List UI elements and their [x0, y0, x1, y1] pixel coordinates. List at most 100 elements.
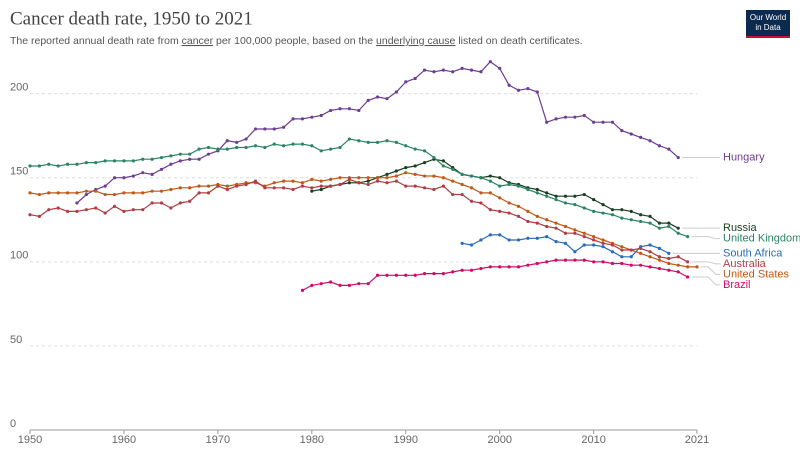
data-point: [310, 144, 314, 148]
y-tick-label: 200: [10, 82, 28, 94]
data-point: [667, 261, 671, 266]
y-tick-label: 50: [10, 334, 22, 346]
data-point: [601, 238, 605, 242]
data-point: [573, 258, 577, 262]
data-point: [676, 263, 680, 267]
data-point: [28, 213, 32, 217]
series-line: [30, 138, 688, 238]
legend-label: Australia: [723, 258, 767, 270]
data-point: [253, 144, 258, 148]
data-point: [592, 209, 596, 213]
data-point: [451, 70, 455, 74]
data-point: [601, 211, 605, 215]
data-point: [37, 214, 41, 219]
data-point: [582, 231, 586, 235]
data-point: [225, 147, 229, 151]
data-point: [667, 224, 671, 229]
data-point: [441, 271, 445, 276]
data-point: [112, 192, 117, 197]
subtitle-link[interactable]: underlying cause: [376, 35, 456, 47]
data-point: [188, 157, 192, 161]
data-point: [282, 186, 286, 190]
data-point: [122, 191, 126, 195]
logo[interactable]: Our World in Data: [746, 10, 790, 38]
data-point: [131, 174, 135, 178]
data-point: [206, 184, 211, 188]
data-point: [150, 189, 154, 193]
data-point: [610, 208, 615, 212]
data-point: [112, 159, 117, 163]
legend-label: Brazil: [723, 279, 751, 291]
data-point: [563, 231, 568, 235]
data-point: [516, 238, 521, 242]
data-point: [460, 66, 464, 71]
data-point: [141, 171, 145, 175]
data-point: [253, 179, 258, 183]
data-point: [686, 260, 690, 264]
data-point: [413, 76, 417, 81]
data-point: [75, 209, 79, 213]
data-point: [620, 255, 624, 259]
data-point: [347, 137, 352, 141]
data-point: [197, 184, 201, 188]
subtitle-link[interactable]: cancer: [182, 35, 214, 47]
data-point: [648, 221, 652, 225]
data-point: [545, 120, 549, 124]
data-point: [516, 184, 521, 188]
data-point: [131, 208, 135, 212]
data-point: [366, 182, 370, 187]
data-point: [206, 191, 211, 195]
data-point: [394, 273, 398, 277]
data-point: [498, 184, 502, 188]
data-point: [667, 268, 671, 272]
series-line: [461, 234, 670, 258]
data-point: [422, 68, 427, 72]
data-point: [169, 206, 173, 210]
data-point: [131, 159, 135, 163]
data-point: [451, 192, 455, 197]
data-point: [648, 250, 652, 254]
data-point: [582, 192, 586, 197]
data-point: [629, 255, 633, 259]
data-point: [657, 266, 662, 271]
data-point: [141, 191, 145, 195]
data-point: [37, 192, 41, 197]
data-point: [460, 268, 464, 272]
data-point: [554, 221, 558, 225]
data-point: [103, 184, 107, 188]
label-connector: [691, 261, 720, 265]
data-point: [582, 206, 586, 210]
data-point: [469, 186, 474, 190]
data-point: [488, 265, 492, 269]
data-point: [507, 238, 511, 242]
data-point: [394, 179, 398, 183]
data-point: [366, 140, 370, 145]
data-point: [441, 159, 445, 163]
data-point: [686, 234, 690, 239]
data-point: [469, 243, 474, 247]
label-connector: [691, 276, 720, 286]
data-point: [563, 194, 568, 198]
data-point: [422, 271, 427, 276]
data-point: [385, 176, 389, 180]
data-point: [620, 248, 624, 252]
data-point: [460, 241, 464, 245]
data-point: [507, 211, 511, 215]
data-point: [282, 144, 286, 148]
data-point: [178, 152, 182, 156]
data-point: [65, 209, 70, 213]
logo-stripe: [746, 36, 790, 38]
data-point: [300, 184, 305, 188]
data-point: [432, 187, 436, 192]
data-point: [648, 265, 652, 269]
data-point: [639, 135, 643, 139]
data-point: [563, 258, 568, 262]
data-point: [610, 261, 615, 266]
data-point: [366, 179, 370, 183]
data-point: [592, 243, 596, 247]
data-point: [291, 117, 295, 121]
legend-label: Hungary: [723, 151, 765, 163]
data-point: [469, 174, 474, 178]
data-point: [667, 147, 671, 151]
data-point: [282, 179, 286, 183]
